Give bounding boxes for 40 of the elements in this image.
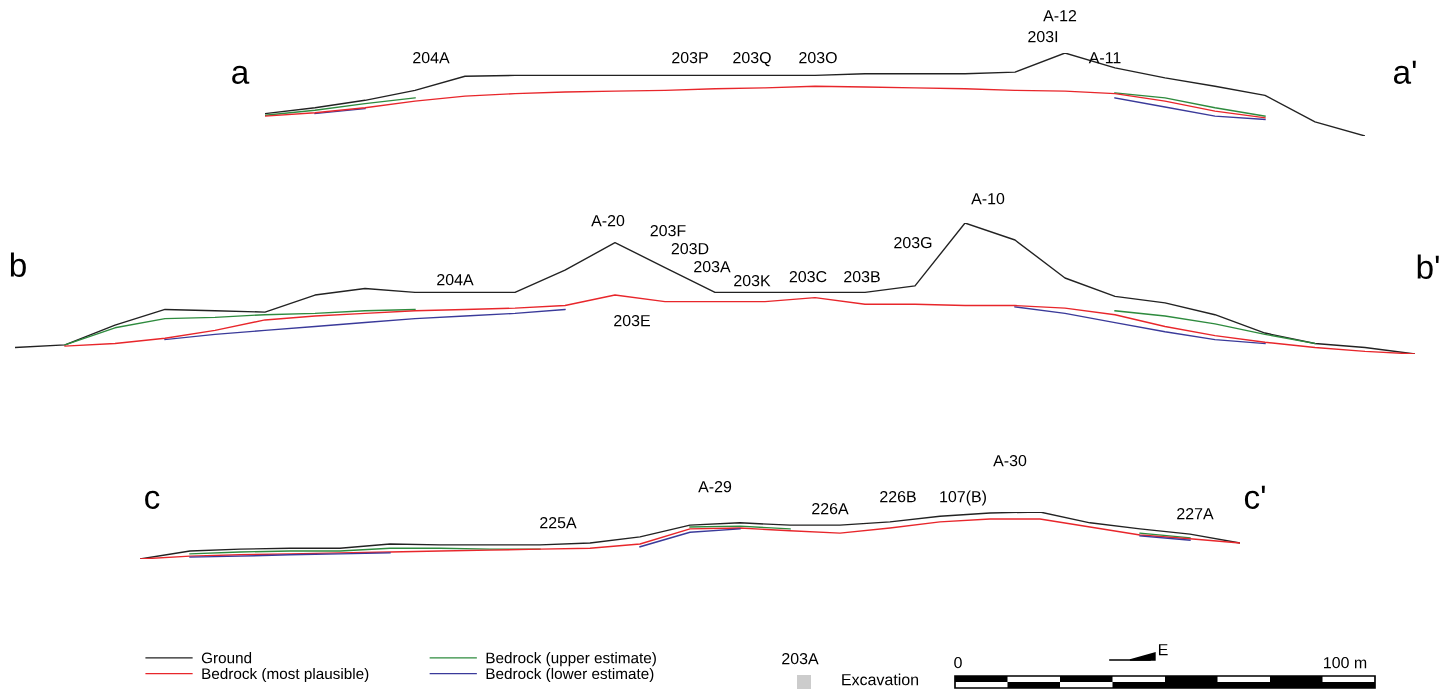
text: 0: [954, 656, 962, 669]
text: E: [1158, 644, 1168, 656]
annotation: 203B: [844, 270, 880, 283]
annotation: 225A: [540, 516, 577, 529]
text: 203A: [782, 652, 819, 665]
annotation: A-20: [591, 214, 625, 227]
annotation: b: [10, 252, 26, 277]
annotation: 203Q: [733, 51, 771, 67]
annotation: 203G: [894, 236, 932, 249]
text: 226B: [880, 490, 916, 503]
text: A-29: [698, 480, 732, 493]
annotation: b': [1417, 254, 1439, 279]
text: c': [1244, 485, 1265, 509]
annotation: 203D: [671, 242, 709, 255]
annotation: a: [232, 65, 250, 84]
legend-label: Bedrock (upper estimate): [486, 652, 656, 667]
annotation: 204A: [437, 273, 474, 286]
legend-label: Bedrock (most plausible): [202, 667, 369, 683]
text: 203I: [1028, 30, 1058, 43]
text: A-30: [993, 454, 1027, 467]
text: 100 m: [1324, 656, 1367, 669]
text: A-12: [1043, 9, 1077, 22]
text: A-10: [971, 192, 1005, 205]
annotation: 227A: [1177, 507, 1214, 520]
annotation: 203O: [799, 51, 837, 64]
annotation: 203P: [672, 51, 708, 64]
annotation: 203K: [734, 274, 771, 287]
text: 107(B): [940, 490, 986, 506]
annotation: 203A: [694, 260, 731, 273]
text: Excavation: [842, 673, 919, 686]
text: c: [145, 490, 160, 509]
annotation: 226A: [812, 502, 849, 515]
annotation: 203E: [614, 314, 650, 327]
annotation: 203F: [650, 224, 686, 237]
annotation: 204A: [413, 51, 450, 64]
legend-label: Ground: [201, 652, 252, 664]
legend-label: Bedrock (lower estimate): [486, 667, 654, 683]
text: a': [1393, 60, 1416, 84]
annotation: A-11: [1088, 52, 1121, 64]
annotation: 203C: [789, 270, 827, 283]
